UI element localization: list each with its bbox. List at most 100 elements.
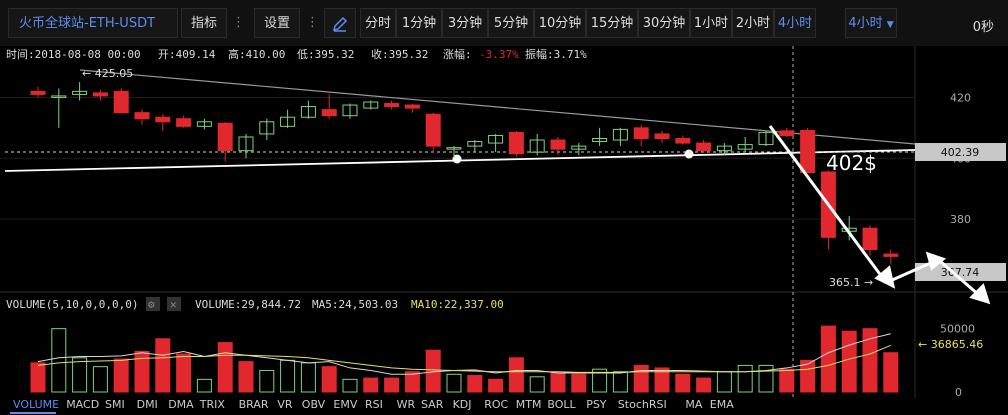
volume-bar[interactable] (280, 359, 296, 393)
candle-body[interactable] (467, 141, 483, 147)
volume-bar[interactable] (446, 373, 462, 393)
volume-bar[interactable] (51, 328, 67, 393)
timeframe-8[interactable]: 2小时 (732, 8, 774, 38)
candle-body[interactable] (300, 106, 316, 118)
volume-bar[interactable] (30, 362, 46, 393)
candle-body[interactable] (72, 90, 88, 95)
volume-bar[interactable] (508, 357, 524, 393)
indicator-tab-sar[interactable]: SAR (421, 398, 444, 411)
timeframe-6[interactable]: 30分钟 (638, 8, 690, 38)
symbol-selector[interactable]: 火币全球站-ETH-USDT (8, 8, 178, 38)
volume-bar[interactable] (238, 361, 254, 393)
volume-bar[interactable] (716, 371, 732, 393)
candle-body[interactable] (592, 138, 608, 143)
volume-close-button[interactable] (167, 297, 181, 311)
timeframe-3[interactable]: 5分钟 (488, 8, 534, 38)
volume-bar[interactable] (467, 375, 483, 393)
volume-bar[interactable] (92, 366, 108, 393)
volume-bar[interactable] (72, 357, 88, 393)
volume-bar[interactable] (550, 372, 566, 393)
timeframe-7[interactable]: 1小时 (690, 8, 732, 38)
candle-body[interactable] (51, 95, 67, 98)
candle-body[interactable] (612, 128, 628, 141)
candle-body[interactable] (384, 103, 400, 108)
candle-body[interactable] (488, 134, 504, 144)
volume-bar[interactable] (342, 378, 358, 393)
volume-bar[interactable] (675, 373, 691, 393)
trendline-anchor[interactable] (452, 154, 462, 164)
volume-bar[interactable] (300, 362, 316, 393)
indicator-tab-stochrsi[interactable]: StochRSI (617, 398, 667, 411)
settings-button[interactable]: 设置 (254, 8, 300, 38)
volume-bar[interactable] (363, 377, 379, 393)
volume-bar[interactable] (155, 338, 171, 393)
candle-body[interactable] (571, 145, 587, 150)
volume-bar[interactable] (612, 371, 628, 393)
indicator-tab-rsi[interactable]: RSI (365, 398, 383, 411)
candle-body[interactable] (92, 92, 108, 97)
indicator-tab-roc[interactable]: ROC (484, 398, 509, 411)
settings-more-icon[interactable]: ⋮ (306, 15, 319, 30)
volume-bar[interactable] (217, 342, 233, 393)
candle-body[interactable] (238, 136, 254, 152)
candle-body[interactable] (716, 145, 732, 152)
price-chart[interactable]: 时间:2018-08-08 00:00 开:409.14 高:410.00 低:… (0, 46, 1008, 398)
indicator-tab-boll[interactable]: BOLL (547, 398, 576, 411)
timeframe-dropdown[interactable]: 4小时 ▼ (845, 8, 897, 38)
indicator-tab-emv[interactable]: EMV (333, 398, 358, 411)
indicator-tab-dmi[interactable]: DMI (136, 398, 158, 411)
timeframe-1[interactable]: 1分钟 (396, 8, 442, 38)
volume-bar[interactable] (633, 364, 649, 393)
volume-bar[interactable] (571, 373, 587, 393)
candle-body[interactable] (425, 113, 441, 147)
trendline-anchor[interactable] (684, 149, 694, 159)
candle-body[interactable] (196, 121, 212, 127)
volume-bar[interactable] (737, 364, 753, 393)
volume-bar[interactable] (654, 367, 670, 393)
volume-bar[interactable] (592, 368, 608, 393)
volume-bar[interactable] (758, 364, 774, 393)
candle-body[interactable] (696, 142, 712, 152)
indicator-tab-obv[interactable]: OBV (301, 398, 326, 411)
timeframe-9[interactable]: 4小时 (774, 8, 816, 38)
indicator-button[interactable]: 指标 (181, 8, 227, 38)
volume-bar[interactable] (841, 330, 857, 393)
candle-body[interactable] (176, 118, 192, 127)
candle-body[interactable] (155, 116, 171, 123)
candle-body[interactable] (633, 127, 649, 140)
volume-settings-button[interactable] (146, 297, 160, 311)
candle-body[interactable] (280, 116, 296, 127)
indicator-tab-vr[interactable]: VR (277, 398, 293, 411)
indicator-tab-volume[interactable]: VOLUME (13, 398, 60, 411)
volume-bar[interactable] (259, 369, 275, 393)
volume-bar[interactable] (113, 358, 129, 393)
volume-bar[interactable] (384, 377, 400, 393)
indicator-tab-psy[interactable]: PSY (586, 398, 607, 411)
volume-bar[interactable] (404, 371, 420, 393)
candle-body[interactable] (758, 131, 774, 146)
volume-bar[interactable] (779, 368, 795, 393)
volume-bar[interactable] (529, 376, 545, 393)
indicator-more-icon[interactable]: ⋮ (232, 15, 245, 30)
candle-body[interactable] (529, 139, 545, 153)
timeframe-0[interactable]: 分时 (360, 8, 396, 38)
candle-body[interactable] (862, 227, 878, 251)
candle-body[interactable] (779, 130, 795, 136)
candle-body[interactable] (363, 101, 379, 109)
candle-body[interactable] (800, 129, 816, 174)
indicator-tab-ema[interactable]: EMA (709, 398, 734, 411)
indicator-tab-macd[interactable]: MACD (66, 398, 100, 411)
candle-body[interactable] (134, 112, 150, 120)
indicator-tab-brar[interactable]: BRAR (238, 398, 269, 411)
volume-bar[interactable] (820, 325, 836, 393)
candle-body[interactable] (259, 121, 275, 135)
volume-bar[interactable] (176, 353, 192, 393)
volume-bar[interactable] (696, 377, 712, 393)
volume-bar[interactable] (862, 328, 878, 393)
indicator-tab-smi[interactable]: SMI (105, 398, 125, 411)
indicator-tab-mtm[interactable]: MTM (515, 398, 542, 411)
timeframe-4[interactable]: 10分钟 (534, 8, 586, 38)
candle-body[interactable] (675, 138, 691, 144)
candle-body[interactable] (30, 90, 46, 95)
volume-bar[interactable] (883, 352, 899, 393)
